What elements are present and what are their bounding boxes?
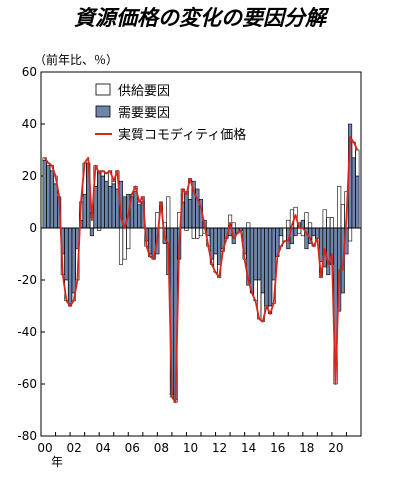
y-tick-label: -20 [17,273,37,287]
supply-bar [282,227,287,242]
supply-bar [355,149,360,177]
chart-title: 資源価格の変化の要因分解 [74,6,326,30]
x-tick-label: 14 [241,441,256,455]
demand-bar [213,227,218,255]
supply-bar [337,186,342,229]
x-tick-label: 10 [183,441,198,455]
demand-bar [97,170,102,229]
demand-bar [53,183,58,229]
demand-bar [326,227,331,276]
y-tick-label: 0 [29,221,37,235]
x-tick-label: 18 [299,441,314,455]
supply-bar [308,222,313,229]
supply-bar [104,173,109,182]
legend-supply-swatch [95,83,111,96]
y-tick-label: -80 [17,429,37,443]
demand-bar [260,227,265,294]
demand-bar [133,191,138,229]
x-tick-label: 02 [66,441,81,455]
plot-frame [40,71,362,437]
legend-demand-label: 需要要因 [118,106,170,121]
x-tick-label: 08 [154,441,169,455]
x-axis-year-label: 年 [51,455,63,469]
x-tick-label: 00 [37,441,52,455]
supply-bar [231,222,236,229]
supply-bar [286,219,291,229]
supply-bar [191,227,196,239]
demand-bar [271,227,276,281]
commodity-price-line [43,136,359,404]
supply-bar [304,212,309,229]
demand-bar [249,227,254,294]
demand-bar [217,227,222,265]
supply-bar [195,227,200,239]
demand-bar [264,227,269,307]
demand-bar [49,170,54,229]
y-tick-label: -40 [17,325,37,339]
demand-bar [100,175,105,229]
supply-bar [322,209,327,229]
y-tick-label: 40 [22,117,37,131]
demand-bar [355,175,360,229]
supply-bar [340,204,345,229]
demand-bar [64,227,69,281]
demand-bar [111,183,116,229]
demand-bar [293,227,298,237]
supply-bar [348,227,353,242]
x-tick-label: 04 [96,441,111,455]
x-tick-label: 12 [212,441,227,455]
demand-bar [46,165,51,229]
demand-bar [253,227,258,281]
x-tick-label: 16 [270,441,285,455]
demand-bar [68,227,73,304]
demand-bar [300,219,305,229]
y-tick-label: 20 [22,169,37,183]
demand-bar [148,227,153,255]
demand-bar [89,227,94,237]
demand-bar [268,227,273,307]
demand-bar [188,199,193,229]
demand-bar [82,193,87,229]
demand-bar [311,227,316,237]
supply-bar [246,222,251,229]
supply-bar [329,217,334,229]
supply-bar [166,196,171,229]
x-tick-label: 20 [328,441,343,455]
demand-bar [108,186,113,229]
unit-label: （前年比、％） [34,52,118,67]
supply-bar [198,227,204,237]
demand-bar [315,227,320,239]
y-tick-label: -60 [17,377,37,391]
demand-bar [71,227,76,294]
demand-bar [257,227,262,281]
legend-supply-label: 供給要因 [118,84,170,99]
y-tick-label: 60 [22,65,37,79]
demand-bar [42,160,47,229]
demand-bar [278,227,284,237]
demand-bar [351,157,356,229]
x-tick-label: 06 [125,441,140,455]
supply-bar [126,227,131,250]
supply-bar [122,227,127,260]
legend-demand-swatch [95,105,111,118]
demand-bar [104,180,109,229]
demand-bar [137,204,142,229]
legend-price-label: 実質コモディティ価格 [118,127,246,143]
supply-bar [118,227,124,265]
demand-bar [184,191,189,229]
supply-bar [326,217,331,229]
